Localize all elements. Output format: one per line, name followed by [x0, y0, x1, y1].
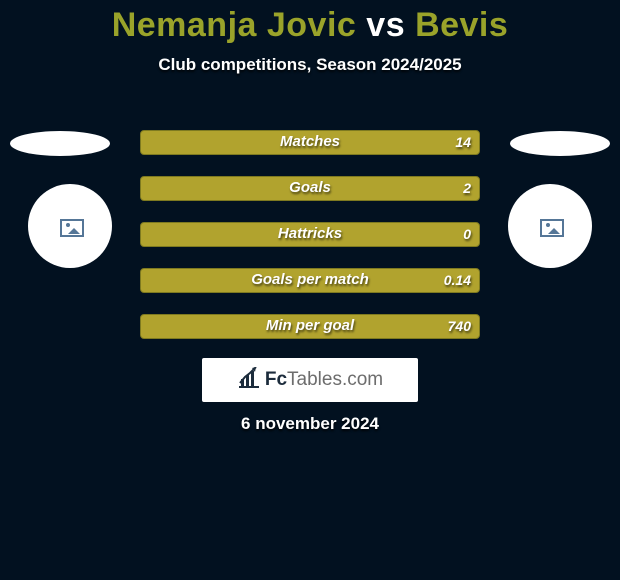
brand-badge: FcTables.com [202, 358, 418, 402]
avatar-placeholder-icon [60, 219, 84, 237]
brand-domain: .com [342, 369, 383, 390]
stats-region: Matches14 Goals2 Hattricks0 Goals per match… [140, 130, 480, 360]
stat-label: Matches [141, 133, 479, 150]
stat-value-right: 2 [463, 180, 471, 196]
stat-label: Goals per match [141, 271, 479, 288]
left-logo-oval [10, 131, 110, 156]
stat-value-right: 14 [455, 134, 471, 150]
stat-label: Hattricks [141, 225, 479, 242]
brand-text: FcTables.com [265, 369, 383, 391]
stat-value-right: 0.14 [444, 272, 471, 288]
stat-bar: Matches14 [140, 130, 480, 155]
player1-name: Nemanja Jovic [112, 6, 357, 44]
player2-name: Bevis [415, 6, 508, 44]
stat-bar: Hattricks0 [140, 222, 480, 247]
stat-bar: Goals per match0.14 [140, 268, 480, 293]
right-player-avatar [508, 184, 592, 268]
subtitle: Club competitions, Season 2024/2025 [0, 55, 620, 75]
brand-prefix: Fc [265, 369, 287, 390]
stat-value-right: 0 [463, 226, 471, 242]
avatar-placeholder-icon [540, 219, 564, 237]
date-text: 6 november 2024 [0, 414, 620, 434]
stat-label: Goals [141, 179, 479, 196]
stat-value-right: 740 [448, 318, 471, 334]
stat-label: Min per goal [141, 317, 479, 334]
chart-icon [237, 367, 261, 394]
stat-bar: Min per goal740 [140, 314, 480, 339]
right-logo-oval [510, 131, 610, 156]
stat-bar: Goals2 [140, 176, 480, 201]
left-player-avatar [28, 184, 112, 268]
brand-suffix: Tables [287, 369, 342, 390]
vs-label: vs [366, 6, 405, 44]
page-title: Nemanja Jovic vs Bevis [0, 6, 620, 45]
